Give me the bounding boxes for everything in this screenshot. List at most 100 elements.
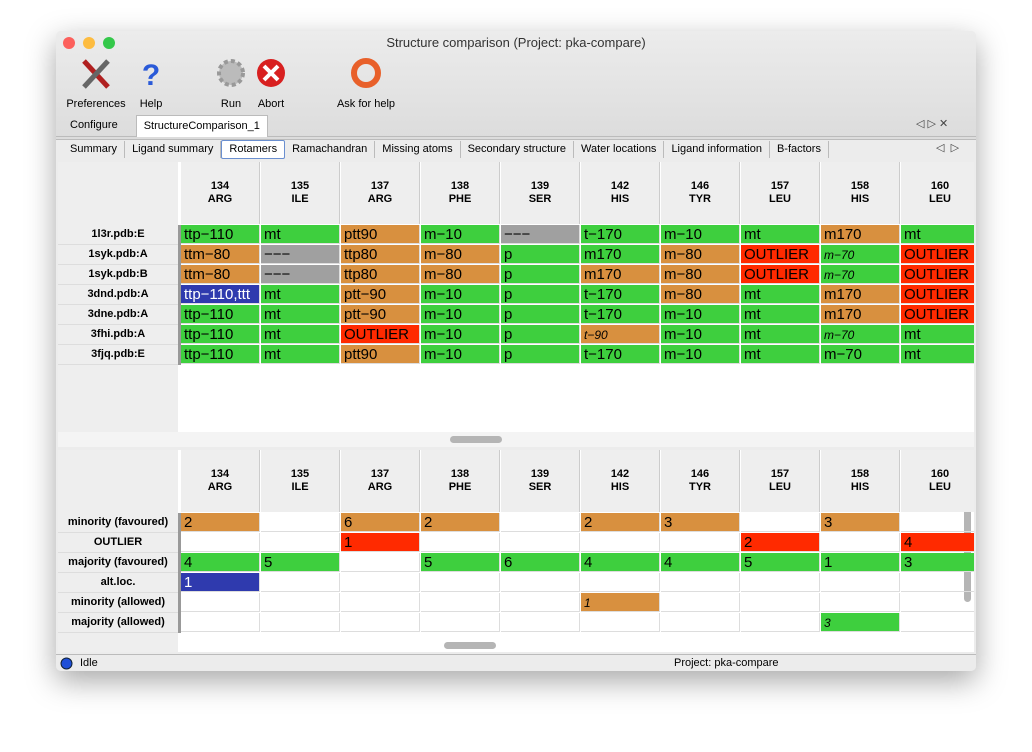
column-residue: HIS [850,193,870,205]
subtab[interactable]: Ligand information [664,141,770,158]
column-header: 158 HIS [821,162,900,224]
column-number: 134 [210,468,230,480]
preferences-icon [82,59,110,89]
subtab[interactable]: Rotamers [221,140,286,159]
empty-cell [821,533,900,552]
cell: −−− [261,245,340,264]
cell: ttm−80 [181,245,260,264]
subtab[interactable]: Water locations [574,141,665,158]
empty-cell [421,573,500,592]
empty-cell [421,593,500,612]
column-header: 160 LEU [901,450,974,512]
subtab[interactable]: B-factors [770,141,829,158]
column-header: 137 ARG [341,162,420,224]
cell: mt [741,305,820,324]
column-residue: ILE [291,193,309,205]
column-number: 137 [370,468,390,480]
column-header: 146 TYR [661,162,740,224]
tab-nav[interactable]: ◁ ▷ ✕ [916,118,949,130]
column-residue: ILE [291,481,309,493]
column-number: 138 [450,180,470,192]
tab[interactable]: StructureComparison_1 [135,115,268,137]
empty-cell [261,533,340,552]
column-residue: LEU [769,481,791,493]
tab-bar [56,114,976,137]
column-number: 157 [770,180,790,192]
cell: t−170 [581,305,660,324]
empty-cell [421,613,500,632]
cell: 3 [661,513,740,532]
subtab[interactable]: Ramachandran [285,141,376,158]
close-button[interactable] [63,37,75,49]
zoom-button[interactable] [103,37,115,49]
toolbar-label[interactable]: Run [220,98,242,110]
empty-cell [741,613,820,632]
column-number: 158 [850,180,870,192]
column-number: 134 [210,180,230,192]
row-label: 1l3r.pdb:E [58,225,178,245]
row-marker [178,305,181,325]
cell: m−10 [661,225,740,244]
column-number: 160 [930,468,950,480]
subtab[interactable]: Secondary structure [461,141,575,158]
column-header: 158 HIS [821,450,900,512]
cell: 1 [181,573,260,592]
empty-cell [261,593,340,612]
cell: mt [901,345,974,364]
column-residue: TYR [689,481,711,493]
cell: m−10 [421,225,500,244]
toolbar-label[interactable]: Preferences [66,98,126,110]
column-residue: LEU [929,481,951,493]
empty-cell [501,593,580,612]
row-marker [178,325,181,345]
toolbar-label[interactable]: Abort [257,98,285,110]
cell: 4 [581,553,660,572]
column-number: 158 [850,468,870,480]
cell: OUTLIER [901,265,974,284]
empty-cell [581,533,660,552]
column-header: 157 LEU [741,450,820,512]
hscrollbar[interactable] [444,642,496,649]
cell: OUTLIER [741,265,820,284]
run-icon [217,59,245,87]
row-label: 3dne.pdb:A [58,305,178,325]
cell: m170 [821,225,900,244]
toolbar-label[interactable]: Help [139,98,163,110]
scrollbar[interactable] [450,436,502,443]
minimize-button[interactable] [83,37,95,49]
abort-icon [257,59,285,87]
empty-cell [341,553,420,572]
row-marker [178,613,181,633]
row-marker [178,513,181,533]
cell: mt [261,225,340,244]
column-header: 138 PHE [421,450,500,512]
cell: 4 [901,533,974,552]
window: ? Structure comparison (Project: pka-com… [56,31,976,671]
toolbar-label[interactable]: Ask for help [336,98,396,110]
vscrollbar[interactable] [964,452,971,602]
tab[interactable]: Configure [70,119,118,131]
empty-cell [341,593,420,612]
cell: ttm−80 [181,265,260,284]
empty-cell [501,513,580,532]
column-residue: SER [528,481,552,493]
row-marker [178,285,181,305]
subtab[interactable]: Summary [63,141,126,158]
subtab-nav[interactable]: ◁ ▷ [936,142,960,154]
cell: m170 [581,245,660,264]
column-number: 142 [610,180,630,192]
cell: 4 [661,553,740,572]
cell: 2 [581,513,660,532]
column-header: 146 TYR [661,450,740,512]
cell: OUTLIER [741,245,820,264]
cell: mt [741,225,820,244]
row-label: alt.loc. [58,573,178,593]
empty-cell [901,593,974,612]
column-number: 157 [770,468,790,480]
cell: 1 [341,533,420,552]
subtab[interactable]: Missing atoms [375,141,461,158]
cell: t−170 [581,285,660,304]
subtab[interactable]: Ligand summary [125,141,222,158]
empty-cell [181,533,260,552]
